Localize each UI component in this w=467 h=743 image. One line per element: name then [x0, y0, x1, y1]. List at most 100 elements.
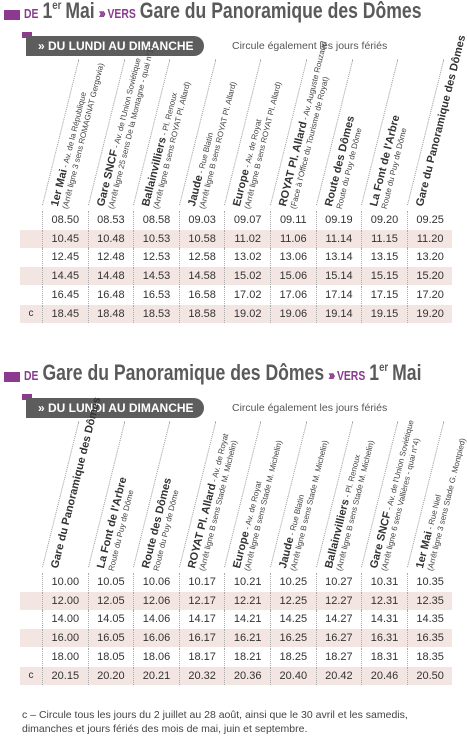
time-cell: 10.21: [224, 573, 270, 591]
banner-label: » DU LUNDI AU DIMANCHE: [26, 398, 204, 418]
stop-name: Gare du Panoramique des Dômes: [49, 395, 104, 570]
time-cell: 17.06: [270, 285, 316, 304]
time-cell: 18.58: [178, 304, 225, 323]
time-cell: 15.14: [315, 267, 362, 286]
time-cell: 12.21: [224, 591, 270, 610]
time-cell: 10.31: [361, 573, 407, 591]
time-cell: 16.48: [87, 285, 134, 304]
title-place: Mai: [65, 0, 95, 23]
time-cell: 09.25: [406, 211, 453, 229]
title-arrows: ›››: [328, 367, 335, 384]
time-cell: 18.48: [87, 304, 134, 323]
time-cell: 13.14: [315, 248, 362, 267]
row-flag: [20, 211, 42, 229]
time-cell: 18.17: [178, 647, 225, 666]
time-cell: 14.00: [42, 610, 88, 629]
time-cell: 16.00: [42, 629, 88, 648]
time-cell: 10.45: [42, 229, 88, 248]
time-cell: 20.32: [178, 666, 225, 685]
row-flag: [20, 573, 42, 591]
time-cell: 12.48: [87, 248, 134, 267]
time-cell: 18.25: [270, 647, 316, 666]
time-cell: 08.50: [42, 211, 88, 229]
time-cell: 16.45: [42, 285, 88, 304]
time-cell: 14.35: [406, 610, 453, 629]
time-cell: 14.45: [42, 267, 88, 286]
time-cell: 18.45: [42, 304, 88, 323]
time-cell: 13.20: [406, 248, 453, 267]
time-cell: 11.20: [406, 229, 453, 248]
row-flag: c: [20, 304, 42, 323]
banner-accent: [22, 32, 32, 38]
time-cell: 12.53: [133, 248, 179, 267]
time-cell: 16.21: [224, 629, 270, 648]
time-cell: 18.06: [133, 647, 179, 666]
time-cell: 14.58: [178, 267, 225, 286]
row-flag: [20, 629, 42, 648]
title-sup: er: [52, 0, 62, 12]
time-cell: 12.31: [361, 591, 407, 610]
row-flag: [20, 229, 42, 248]
time-cell: 14.21: [224, 610, 270, 629]
time-cell: 20.21: [133, 666, 179, 685]
time-cell: 12.35: [406, 591, 453, 610]
time-cell: 14.27: [315, 610, 362, 629]
time-cell: 09.03: [178, 211, 225, 229]
time-cell: 18.53: [133, 304, 179, 323]
title-place: 1: [369, 360, 380, 385]
time-cell: 20.40: [270, 666, 316, 685]
footnote-mark: c –: [22, 709, 37, 721]
title-arrows: ›››: [98, 5, 106, 22]
time-cell: 18.31: [361, 647, 407, 666]
title-prefix: VERS: [336, 368, 366, 383]
time-cell: 20.15: [42, 666, 88, 685]
time-cell: 20.46: [361, 666, 407, 685]
time-cell: 11.02: [224, 229, 270, 248]
time-cell: 12.25: [270, 591, 316, 610]
title-place: Gare du Panoramique des Dômes: [42, 360, 325, 385]
footnote: c – Circule tous les jours du 2 juillet …: [22, 708, 442, 736]
time-cell: 20.20: [87, 666, 134, 685]
time-cell: 09.07: [224, 211, 270, 229]
title-square: [4, 10, 20, 20]
time-cell: 15.02: [224, 267, 270, 286]
time-cell: 08.53: [87, 211, 134, 229]
time-cell: 17.02: [224, 285, 270, 304]
row-flag: [20, 286, 42, 304]
time-cell: 13.15: [361, 248, 407, 267]
time-cell: 08.58: [133, 211, 179, 229]
time-cell: 18.27: [315, 647, 362, 666]
time-cell: 18.00: [42, 647, 88, 666]
section-title: DE 1er Mai ››› VERS Gare du Panoramique des D…: [24, 0, 425, 24]
time-cell: 16.53: [133, 285, 179, 304]
time-cell: 18.05: [87, 647, 134, 666]
time-cell: 16.31: [361, 629, 407, 648]
time-cell: 12.45: [42, 248, 88, 267]
time-cell: 11.15: [361, 229, 407, 248]
time-cell: 16.05: [87, 629, 134, 648]
time-cell: 20.36: [224, 666, 270, 685]
row-flag: [20, 591, 42, 610]
title-square: [4, 372, 20, 382]
time-cell: 17.20: [406, 285, 453, 304]
time-cell: 11.14: [315, 229, 362, 248]
time-cell: 12.06: [133, 591, 179, 610]
time-cell: 14.05: [87, 610, 134, 629]
time-cell: 10.35: [406, 573, 453, 591]
time-cell: 10.25: [270, 573, 316, 591]
time-cell: 12.58: [178, 248, 225, 267]
time-cell: 14.25: [270, 610, 316, 629]
time-cell: 10.53: [133, 229, 179, 248]
title-place: Gare du Panoramique des Dômes: [139, 0, 422, 23]
time-cell: 12.27: [315, 591, 362, 610]
time-cell: 12.00: [42, 591, 88, 610]
time-cell: 15.20: [406, 267, 453, 286]
time-cell: 10.17: [178, 573, 225, 591]
title-place: 1: [42, 0, 53, 23]
title-prefix: DE: [24, 6, 39, 21]
time-cell: 10.27: [315, 573, 362, 591]
row-flag: [20, 610, 42, 628]
time-cell: 10.00: [42, 573, 88, 591]
footnote-text: Circule tous les jours du 2 juillet au 2…: [22, 709, 408, 735]
